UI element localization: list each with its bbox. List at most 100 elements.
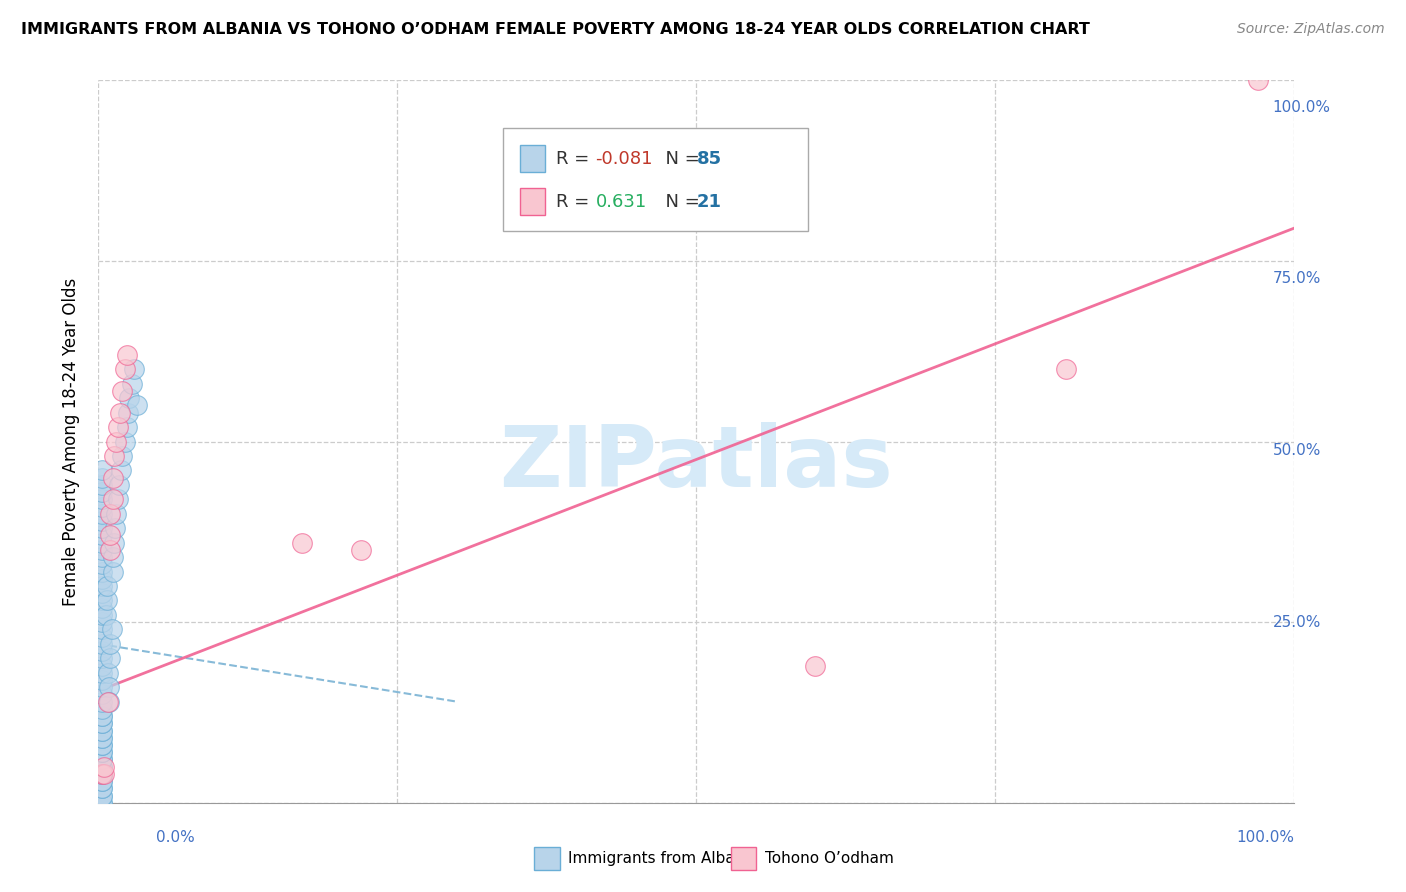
Point — [91, 680, 114, 694]
Point — [93, 767, 115, 781]
Point — [91, 600, 114, 615]
Point — [115, 348, 138, 362]
Text: 100.0%: 100.0% — [1236, 830, 1295, 845]
Point — [91, 615, 114, 630]
Point — [98, 695, 121, 709]
Point — [91, 731, 114, 745]
Point — [91, 507, 114, 521]
Text: -0.081: -0.081 — [596, 150, 652, 168]
Point — [91, 492, 114, 507]
Point — [91, 789, 114, 803]
Point — [121, 376, 143, 391]
Text: IMMIGRANTS FROM ALBANIA VS TOHONO O’ODHAM FEMALE POVERTY AMONG 18-24 YEAR OLDS C: IMMIGRANTS FROM ALBANIA VS TOHONO O’ODHA… — [21, 22, 1090, 37]
Point — [91, 644, 114, 658]
Point — [94, 607, 117, 622]
Point — [91, 651, 114, 665]
Point — [107, 492, 129, 507]
Point — [101, 470, 124, 484]
Text: Tohono O’odham: Tohono O’odham — [765, 851, 894, 866]
Point — [111, 449, 134, 463]
Point — [110, 463, 132, 477]
Point — [111, 384, 134, 398]
Point — [115, 420, 138, 434]
Point — [91, 767, 114, 781]
Point — [91, 463, 114, 477]
Point — [91, 572, 114, 586]
Point — [91, 767, 114, 781]
Text: 75.0%: 75.0% — [1272, 271, 1320, 286]
Point — [91, 752, 114, 766]
Point — [91, 716, 114, 731]
Point — [1247, 73, 1270, 87]
Point — [91, 658, 114, 673]
Point — [91, 760, 114, 774]
Point — [107, 420, 129, 434]
Point — [91, 687, 114, 701]
Point — [91, 500, 114, 514]
Point — [91, 485, 114, 500]
Point — [98, 651, 122, 665]
Point — [91, 796, 114, 810]
Point — [91, 593, 114, 607]
Point — [105, 507, 128, 521]
Point — [91, 709, 114, 723]
Text: R =: R = — [557, 150, 595, 168]
Point — [91, 623, 114, 637]
Point — [91, 528, 114, 542]
Point — [114, 434, 136, 449]
Point — [97, 665, 120, 680]
Point — [108, 406, 131, 420]
Point — [91, 586, 114, 600]
Point — [97, 695, 120, 709]
Point — [98, 680, 121, 694]
Point — [91, 738, 114, 752]
Point — [107, 478, 129, 492]
Text: 100.0%: 100.0% — [1272, 100, 1330, 114]
Point — [291, 535, 314, 549]
Point — [91, 542, 114, 557]
Point — [98, 542, 122, 557]
Point — [91, 579, 114, 593]
Point — [91, 745, 114, 759]
Point — [91, 637, 114, 651]
Point — [105, 434, 128, 449]
Point — [91, 774, 114, 789]
Point — [91, 723, 114, 738]
Text: ZIPatlas: ZIPatlas — [499, 422, 893, 505]
Point — [104, 521, 127, 535]
Point — [91, 723, 114, 738]
Text: 85: 85 — [697, 150, 721, 168]
Point — [101, 565, 124, 579]
Point — [91, 558, 114, 572]
Point — [101, 550, 124, 565]
Text: Source: ZipAtlas.com: Source: ZipAtlas.com — [1237, 22, 1385, 37]
Text: 0.631: 0.631 — [596, 193, 647, 211]
Point — [124, 362, 146, 376]
Point — [91, 470, 114, 484]
Text: 0.0%: 0.0% — [156, 830, 195, 845]
Point — [91, 731, 114, 745]
Point — [91, 709, 114, 723]
Point — [98, 637, 122, 651]
Point — [91, 774, 114, 789]
Text: 21: 21 — [697, 193, 721, 211]
Point — [91, 745, 114, 759]
Text: Immigrants from Albania: Immigrants from Albania — [568, 851, 758, 866]
Text: N =: N = — [655, 150, 706, 168]
Point — [91, 565, 114, 579]
Point — [91, 673, 114, 687]
Y-axis label: Female Poverty Among 18-24 Year Olds: Female Poverty Among 18-24 Year Olds — [62, 277, 80, 606]
Point — [91, 738, 114, 752]
Point — [91, 514, 114, 528]
Point — [91, 607, 114, 622]
Point — [91, 781, 114, 796]
Point — [91, 478, 114, 492]
Point — [118, 391, 141, 405]
Point — [101, 492, 124, 507]
Point — [103, 449, 125, 463]
Point — [91, 716, 114, 731]
Text: R =: R = — [557, 193, 595, 211]
Point — [125, 398, 148, 412]
Point — [93, 760, 115, 774]
Point — [804, 658, 827, 673]
